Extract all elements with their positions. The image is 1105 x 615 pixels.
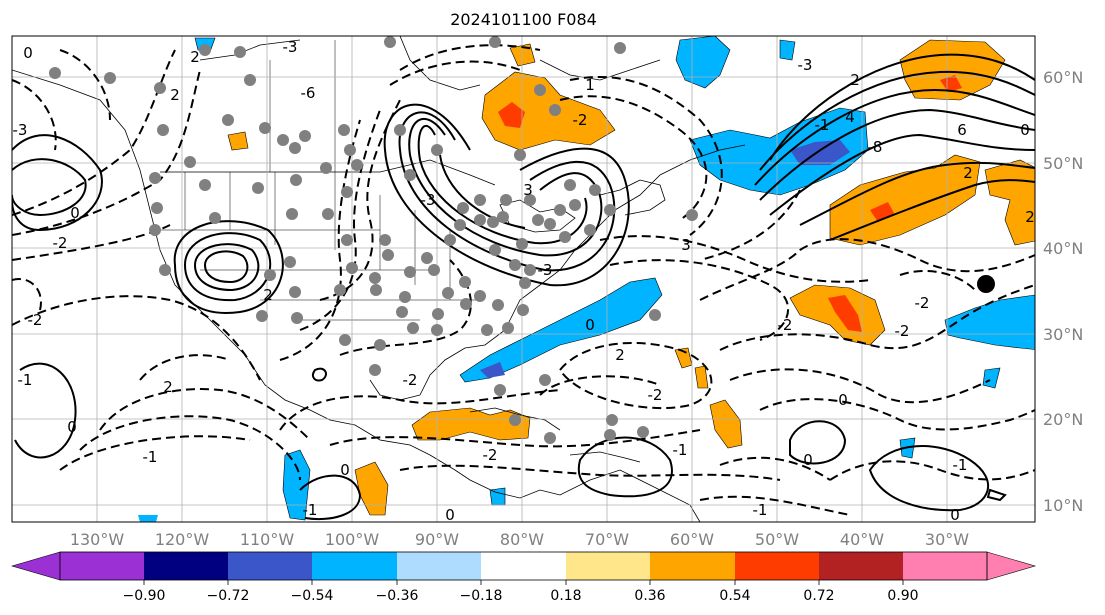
lat-label: 60°N <box>1043 68 1083 87</box>
contour-label: -1 <box>673 441 688 459</box>
lat-label: 20°N <box>1043 410 1083 429</box>
contour-label: -8 <box>868 138 883 156</box>
lat-label: 30°N <box>1043 325 1083 344</box>
map-title: 2024101100 F084 <box>450 10 597 29</box>
contour-label: -1 <box>18 371 33 389</box>
colorbar-tick-label: 0.54 <box>719 588 750 604</box>
contour-label: 2 <box>1025 208 1035 226</box>
contour-label: -3 <box>798 56 813 74</box>
colorbar-tick-label: −0.72 <box>207 588 250 604</box>
shaded-anomalies <box>138 36 1035 522</box>
contour-label: -1 <box>753 501 768 519</box>
contour-label: -2 <box>573 111 588 129</box>
contour-label: 0 <box>23 44 33 62</box>
contour-label: -2 <box>778 316 793 334</box>
contour-label: 2 <box>263 286 273 304</box>
lon-label: 70°W <box>585 530 629 549</box>
lon-label: 40°W <box>840 530 884 549</box>
contour-label: 2 <box>615 346 625 364</box>
contour-label: 0 <box>950 506 960 524</box>
contour-label: -2 <box>915 294 930 312</box>
lat-label: 50°N <box>1043 154 1083 173</box>
station-dots <box>49 36 698 444</box>
contour-label: -1 <box>143 448 158 466</box>
contour-label: 2 <box>170 86 180 104</box>
contour-label: 0 <box>585 316 595 334</box>
colorbar-tick-label: −0.54 <box>291 588 334 604</box>
dashed-contours <box>12 44 1035 516</box>
lon-label: 130°W <box>70 530 125 549</box>
contour-label: 3 <box>681 236 691 254</box>
lat-label: 40°N <box>1043 239 1083 258</box>
state-borders <box>160 40 480 321</box>
contour-label: -1 <box>815 116 830 134</box>
contour-label: 0 <box>1020 121 1030 139</box>
colorbar-tick-label: −0.90 <box>123 588 166 604</box>
black-marker <box>977 275 995 293</box>
contour-label: 0 <box>803 451 813 469</box>
colorbar-tick-label: 0.18 <box>550 588 581 604</box>
contour-label: 0 <box>340 461 350 479</box>
contour-label: -6 <box>301 84 316 102</box>
contour-label: 2 <box>163 378 173 396</box>
contour-label: 6 <box>957 121 967 139</box>
contour-label: -1 <box>303 501 318 519</box>
contour-label: 0 <box>445 506 455 524</box>
contour-label: -2 <box>28 311 43 329</box>
lon-label: 110°W <box>240 530 295 549</box>
weather-map: 0 2 -3 -6 2 -2 -1 -3 2 0 -2 0 -1 0 3 -3 … <box>11 35 1083 549</box>
lon-label: 90°W <box>415 530 459 549</box>
map-frame <box>11 35 1036 523</box>
contour-label: 0 <box>67 418 77 436</box>
colorbar-tick-label: 0.36 <box>634 588 665 604</box>
lon-label: 60°W <box>670 530 714 549</box>
contour-label: 2 <box>850 71 860 89</box>
contour-label: 0 <box>838 391 848 409</box>
lon-label: 50°W <box>755 530 799 549</box>
lon-label: 100°W <box>325 530 380 549</box>
contour-label: 2 <box>963 164 973 182</box>
lat-label: 10°N <box>1043 496 1083 515</box>
contour-label: -2 <box>483 446 498 464</box>
contour-label: -1 <box>953 456 968 474</box>
contour-label: 4 <box>845 108 855 126</box>
latitude-labels: 10°N 20°N 30°N 40°N 50°N 60°N <box>1043 68 1083 515</box>
colorbar-tick-label: −0.36 <box>376 588 419 604</box>
contour-labels: 0 2 -3 -6 2 -2 -1 -3 2 0 -2 0 -1 0 3 -3 … <box>13 38 1035 524</box>
lon-label: 120°W <box>155 530 210 549</box>
contour-label: -3 <box>13 121 28 139</box>
contour-label: -2 <box>648 386 663 404</box>
contour-label: -3 <box>538 261 553 279</box>
contour-label: -2 <box>403 371 418 389</box>
colorbar-tick-label: 0.72 <box>803 588 834 604</box>
contour-label: -3 <box>283 38 298 56</box>
colorbar-tick-label: 0.90 <box>887 588 918 604</box>
contour-label: -3 <box>421 191 436 209</box>
colorbar-tick-label: −0.18 <box>460 588 503 604</box>
contour-label: -2 <box>895 322 910 340</box>
contour-label: 3 <box>523 181 533 199</box>
longitude-labels: 130°W 120°W 110°W 100°W 90°W 80°W 70°W 6… <box>70 530 969 549</box>
contour-label: 0 <box>70 204 80 222</box>
lon-label: 30°W <box>925 530 969 549</box>
contour-label: 1 <box>585 76 595 94</box>
lon-label: 80°W <box>500 530 544 549</box>
solid-contours <box>12 53 1035 521</box>
contour-label: 2 <box>190 48 200 66</box>
contour-label: -2 <box>53 234 68 252</box>
